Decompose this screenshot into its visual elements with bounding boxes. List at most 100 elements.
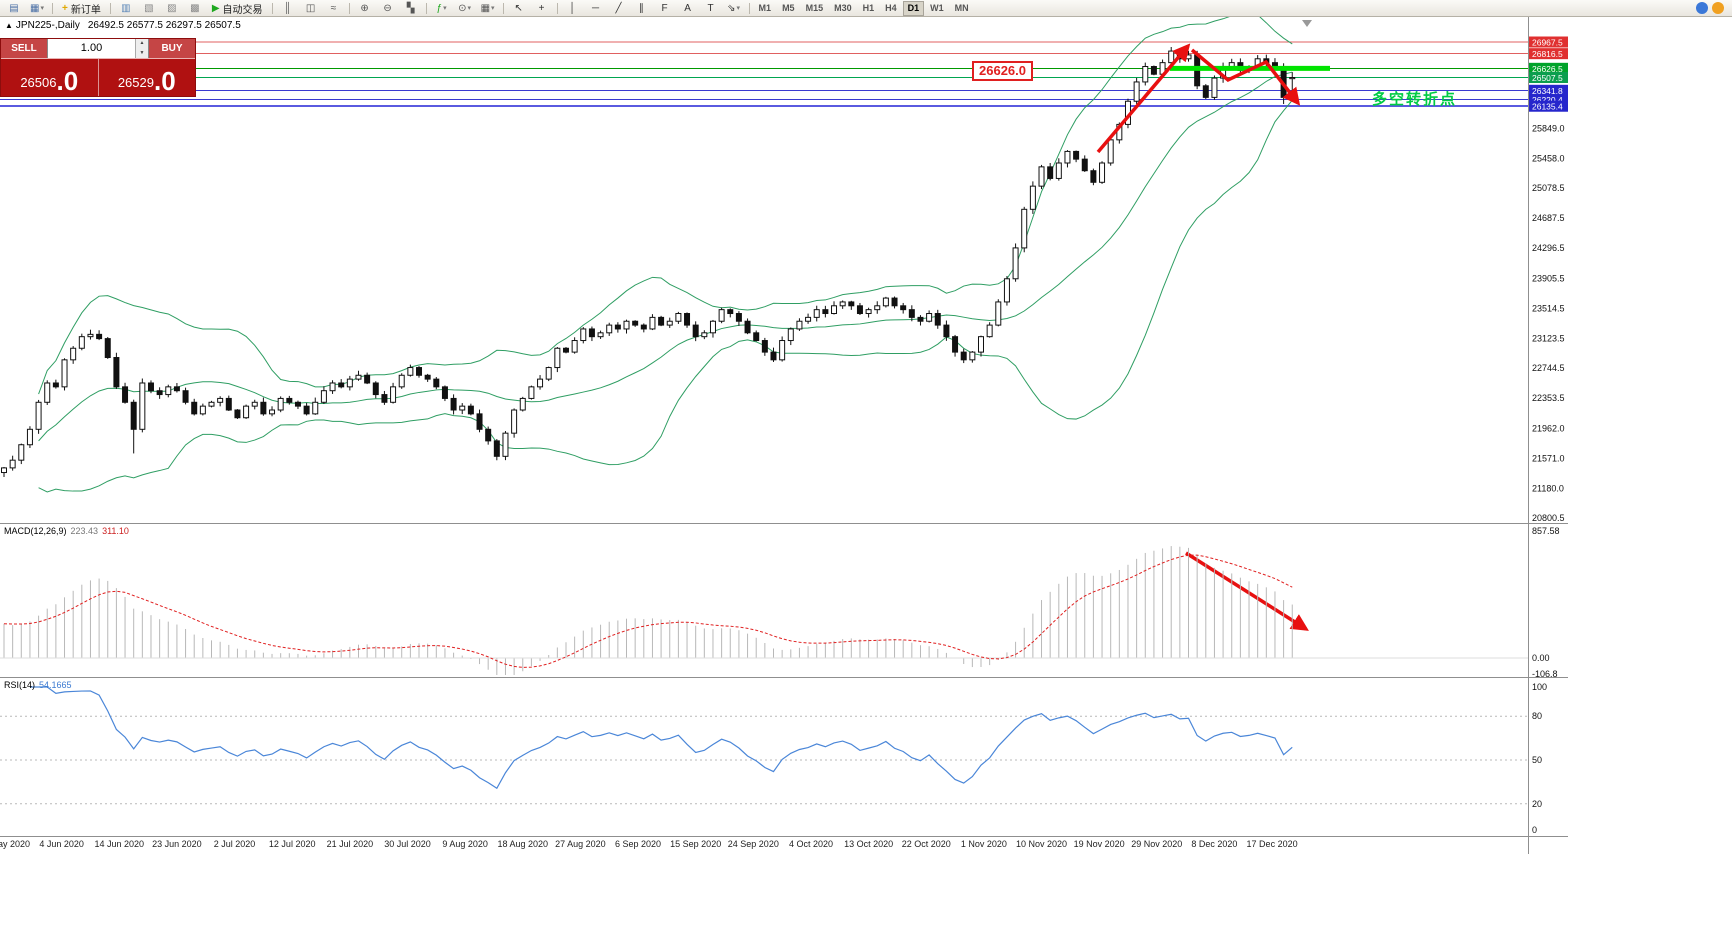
- timeframe-MN[interactable]: MN: [954, 2, 969, 13]
- rsi-panel: [0, 686, 1528, 805]
- cursor-icon[interactable]: ↖: [514, 2, 523, 14]
- macd-indicator-label: MACD(12,26,9) 223.43 311.10: [4, 526, 129, 536]
- timeframe-M30[interactable]: M30: [834, 2, 852, 13]
- svg-text:8 Dec 2020: 8 Dec 2020: [1191, 839, 1237, 849]
- market-watch-icon[interactable]: ▥: [121, 2, 131, 14]
- terminal-icon[interactable]: ▩: [190, 2, 200, 14]
- svg-text:21 Jul 2020: 21 Jul 2020: [327, 839, 374, 849]
- navigator-icon[interactable]: ▨: [167, 2, 177, 14]
- autotrading-button[interactable]: ▶ 自动交易: [211, 2, 263, 16]
- macd-value-1: 223.43: [70, 526, 99, 536]
- arrows-icon[interactable]: ⇘ ▾: [727, 2, 740, 14]
- svg-text:6 Sep 2020: 6 Sep 2020: [615, 839, 661, 849]
- toolbar-separator: [52, 2, 53, 14]
- date-axis[interactable]: 26 May 2020 4 Jun 2020 14 Jun 2020 23 Jun 2…: [0, 839, 1298, 849]
- svg-text:22744.5: 22744.5: [1532, 363, 1565, 373]
- chart-shift-marker[interactable]: [1302, 20, 1312, 27]
- text-icon[interactable]: A: [684, 2, 691, 14]
- volume-field[interactable]: 1.00 ▲ ▼: [47, 39, 149, 58]
- svg-text:15 Sep 2020: 15 Sep 2020: [670, 839, 721, 849]
- price-tag: [1529, 62, 1568, 74]
- buy-price-main: 26529: [117, 75, 154, 90]
- svg-text:50: 50: [1532, 755, 1542, 765]
- toolbar-separator: [109, 2, 111, 14]
- trendline-icon[interactable]: ╱: [615, 2, 622, 14]
- svg-text:26967.5: 26967.5: [1532, 38, 1563, 48]
- timeframe-W1[interactable]: W1: [930, 2, 944, 13]
- crosshair-icon[interactable]: +: [538, 2, 545, 14]
- line-chart-icon[interactable]: ≈: [330, 2, 337, 14]
- panel-separators: [0, 16, 1568, 854]
- macd-panel: [0, 546, 1528, 675]
- fibonacci-icon[interactable]: F: [661, 2, 668, 14]
- svg-text:1 Nov 2020: 1 Nov 2020: [961, 839, 1007, 849]
- label-icon[interactable]: T: [707, 2, 714, 14]
- bollinger-bands: [38, 16, 1293, 493]
- svg-text:26507.5: 26507.5: [1532, 73, 1563, 83]
- new-order-button[interactable]: + 新订单: [62, 2, 101, 16]
- sell-price[interactable]: 26506 .0: [1, 59, 99, 96]
- price-tag: [1529, 100, 1568, 112]
- panel-collapse-icon[interactable]: ▲: [5, 21, 13, 30]
- price-tag: [1529, 48, 1568, 60]
- svg-text:24687.5: 24687.5: [1532, 213, 1565, 223]
- new-chart-icon[interactable]: ▤: [9, 2, 19, 14]
- toolbar-right: [1696, 2, 1729, 14]
- horizontal-line-icon[interactable]: ─: [592, 2, 600, 14]
- chat-icon[interactable]: [1696, 2, 1708, 14]
- ohlc-bars-icon[interactable]: ║: [284, 2, 292, 14]
- buy-price[interactable]: 26529 .0: [99, 59, 196, 96]
- volume-down-button[interactable]: ▼: [136, 48, 148, 58]
- svg-text:0.00: 0.00: [1532, 653, 1550, 663]
- buy-button[interactable]: BUY: [149, 39, 195, 58]
- price-chart[interactable]: 25849.0 25458.0 25078.5 24687.5 24296.5 23905…: [0, 16, 1732, 866]
- price-callout-label[interactable]: 26626.0: [972, 61, 1033, 81]
- sell-price-main: 26506: [20, 75, 57, 90]
- chart-header: ▲ JPN225-,Daily 26492.5 26577.5 26297.5 26…: [5, 20, 241, 31]
- turning-point-note[interactable]: 多空转折点: [1372, 91, 1458, 108]
- svg-text:26220.4: 26220.4: [1532, 95, 1563, 105]
- svg-text:26135.4: 26135.4: [1532, 102, 1563, 112]
- svg-text:30 Jul 2020: 30 Jul 2020: [384, 839, 431, 849]
- indicator-axes: 857.58 0.00 -106.8 100 80 50 20 0: [1532, 526, 1560, 835]
- zoom-out-icon[interactable]: ⊖: [383, 2, 392, 14]
- timeframe-M15[interactable]: M15: [805, 2, 824, 13]
- rsi-name: RSI(14): [4, 680, 36, 690]
- indicators-icon[interactable]: ƒ ▾: [436, 2, 447, 14]
- price-axis[interactable]: 25849.0 25458.0 25078.5 24687.5 24296.5 23905…: [1529, 36, 1568, 524]
- candlestick-icon[interactable]: ◫: [305, 2, 316, 14]
- timeframe-M5[interactable]: M5: [782, 2, 795, 13]
- tile-windows-icon[interactable]: ▚: [406, 2, 415, 14]
- channel-icon[interactable]: ∥: [639, 2, 645, 14]
- toolbar-separator: [556, 2, 558, 14]
- zoom-in-icon[interactable]: ⊕: [360, 2, 369, 14]
- macd-arrow-down: [1185, 551, 1309, 631]
- toolbar-separator: [748, 2, 750, 14]
- profile-icon[interactable]: [1712, 2, 1724, 14]
- periods-icon[interactable]: ⊙ ▾: [458, 2, 471, 14]
- sell-price-pips: .0: [56, 66, 79, 96]
- timeframe-D1[interactable]: D1: [902, 0, 925, 16]
- timeframe-M1[interactable]: M1: [758, 2, 772, 13]
- toolbar-separator: [348, 2, 350, 14]
- chart-profiles-icon[interactable]: ▦ ▾: [30, 2, 44, 14]
- volume-value[interactable]: 1.00: [80, 42, 103, 54]
- vertical-line-icon[interactable]: │: [569, 2, 576, 14]
- drawing-annotations[interactable]: [1096, 43, 1330, 631]
- svg-text:21571.0: 21571.0: [1532, 454, 1565, 464]
- svg-text:-106.8: -106.8: [1532, 669, 1558, 679]
- svg-text:25078.5: 25078.5: [1532, 183, 1565, 193]
- volume-up-button[interactable]: ▲: [136, 39, 148, 49]
- sell-button[interactable]: SELL: [1, 39, 47, 58]
- svg-text:26626.5: 26626.5: [1532, 64, 1563, 74]
- timeframe-H4[interactable]: H4: [885, 2, 897, 13]
- svg-text:18 Aug 2020: 18 Aug 2020: [497, 839, 548, 849]
- svg-text:9 Aug 2020: 9 Aug 2020: [442, 839, 488, 849]
- data-window-icon[interactable]: ▧: [144, 2, 154, 14]
- timeframe-H1[interactable]: H1: [862, 2, 875, 13]
- macd-name: MACD(12,26,9): [4, 526, 67, 536]
- templates-icon[interactable]: ▦ ▾: [480, 2, 495, 14]
- svg-text:857.58: 857.58: [1532, 526, 1560, 536]
- svg-text:17 Dec 2020: 17 Dec 2020: [1247, 839, 1298, 849]
- svg-text:0: 0: [1532, 825, 1537, 835]
